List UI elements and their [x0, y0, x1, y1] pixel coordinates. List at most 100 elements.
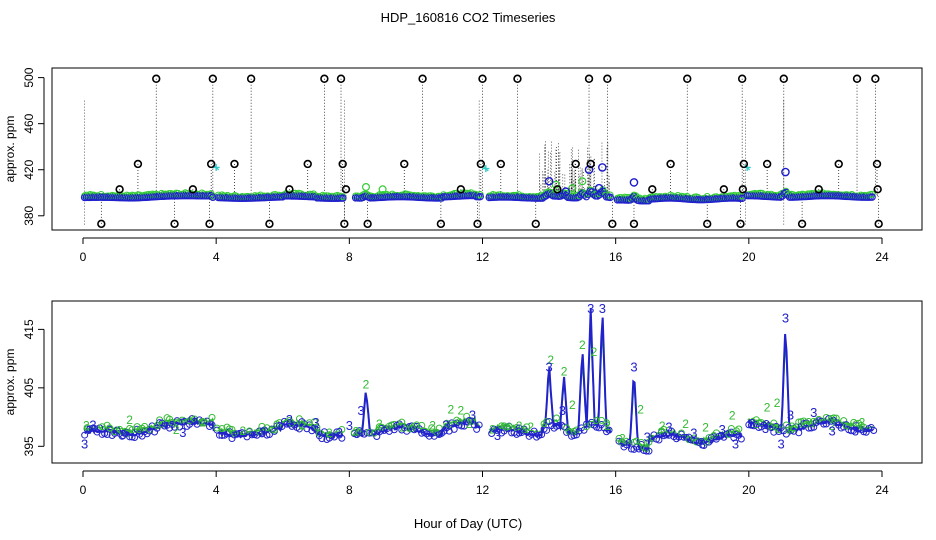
chart-title: HDP_160816 CO2 Timeseries — [381, 10, 556, 25]
raw-high-point — [797, 219, 807, 229]
series-3-point — [870, 426, 878, 434]
series-2-label: 2 — [579, 338, 586, 352]
series-3-label: 3 — [516, 424, 523, 439]
series-2-label: 2 — [682, 417, 689, 431]
series-3-point — [605, 426, 613, 434]
raw-high-point — [152, 74, 161, 83]
series-1-point — [544, 176, 554, 186]
series-3-point — [131, 433, 139, 441]
series-3-point — [847, 427, 855, 435]
bottom-x-tick-label: 16 — [609, 483, 623, 497]
raw-high-point — [418, 74, 427, 83]
series-3-label: 3 — [587, 301, 594, 316]
series-2-point — [632, 437, 640, 445]
bottom-x-tick-label: 4 — [213, 483, 220, 497]
series-1-point — [339, 194, 347, 202]
series-2-point — [692, 438, 700, 446]
series-2-label: 2 — [829, 419, 836, 433]
series-3-point — [625, 439, 633, 447]
series-3-point — [745, 421, 753, 429]
series-3-label: 3 — [336, 425, 343, 440]
raw-high-point — [285, 185, 294, 194]
series-2-point — [593, 417, 601, 425]
raw-high-point — [400, 159, 409, 169]
raw-high-point — [336, 74, 346, 83]
series-3-point — [667, 427, 675, 435]
raw-high-point — [340, 219, 349, 229]
raw-high-point — [476, 159, 486, 169]
series-3-point — [642, 447, 650, 455]
raw-high-point — [666, 159, 675, 169]
series-2-label: 2 — [299, 418, 306, 432]
series-1-point — [606, 193, 614, 202]
series-2-label: 2 — [173, 423, 180, 437]
raw-high-point — [719, 185, 729, 194]
series-2-point — [365, 429, 373, 437]
series-2-point — [632, 192, 640, 200]
series-3-point — [555, 421, 563, 429]
raw-high-point — [496, 159, 506, 169]
series-2-point — [551, 180, 560, 189]
series-3-label: 3 — [852, 424, 859, 439]
series-2-label: 2 — [126, 413, 133, 427]
series-3-point — [508, 429, 516, 437]
series-3-label: 3 — [762, 421, 769, 436]
series-3-label: 3 — [357, 403, 364, 418]
series-2-label: 2 — [859, 415, 866, 429]
series-2-label: 2 — [458, 404, 465, 418]
series-2-point — [305, 419, 313, 427]
series-2-label: 2 — [604, 419, 611, 433]
series-3-label: 3 — [778, 437, 785, 452]
bottom-y-tick-label: 405 — [22, 378, 36, 398]
series-3-point — [385, 427, 393, 435]
flagged-point-d — [482, 165, 489, 172]
series-3-point — [81, 431, 89, 439]
series-3-label: 3 — [286, 412, 293, 427]
raw-high-point — [230, 159, 239, 169]
series-3-label: 3 — [787, 407, 794, 422]
series-3-label: 3 — [346, 418, 353, 433]
bottom-y-tick-label: 415 — [22, 319, 36, 339]
series-2-point — [606, 191, 614, 199]
series-2-label: 2 — [399, 421, 406, 435]
series-3-point — [338, 434, 346, 442]
series-3-point — [208, 421, 216, 429]
series-2-label: 2 — [376, 417, 383, 431]
raw-high-point — [363, 219, 372, 229]
top-x-tick-label: 12 — [476, 250, 490, 264]
series-2-label: 2 — [516, 419, 523, 433]
series-2-label: 2 — [239, 424, 246, 438]
series-3-label: 3 — [782, 310, 789, 325]
top-x-tick-label: 4 — [213, 250, 220, 264]
top-x-tick-label: 20 — [742, 250, 756, 264]
series-3-label: 3 — [545, 359, 552, 374]
top-y-tick-label: 380 — [22, 205, 36, 225]
series-2-point — [428, 424, 436, 432]
series-2-label: 2 — [729, 408, 736, 422]
raw-high-point — [265, 219, 274, 229]
series-2-point — [313, 423, 321, 431]
series-3-point — [458, 422, 466, 430]
raw-high-point — [303, 159, 312, 169]
series-3-point — [368, 429, 376, 437]
series-3-point — [645, 447, 653, 455]
series-3-label: 3 — [732, 437, 739, 452]
series-2-label: 2 — [789, 420, 796, 434]
series-3-point — [655, 436, 663, 444]
series-2-point — [106, 424, 114, 432]
raw-high-point — [97, 219, 106, 229]
series-3-point — [543, 426, 551, 434]
series-1-point — [594, 183, 604, 193]
top-x-tick-label: 24 — [875, 250, 889, 264]
series-3-point — [583, 420, 591, 428]
series-3-label: 3 — [442, 417, 449, 432]
raw-high-point — [683, 74, 692, 83]
series-3-label: 3 — [599, 301, 606, 316]
series-3-label: 3 — [494, 428, 501, 443]
raw-high-point — [584, 74, 594, 83]
series-2-point — [523, 423, 531, 431]
series-3-point — [218, 431, 226, 439]
raw-high-point — [873, 185, 882, 194]
raw-high-point — [456, 185, 466, 194]
